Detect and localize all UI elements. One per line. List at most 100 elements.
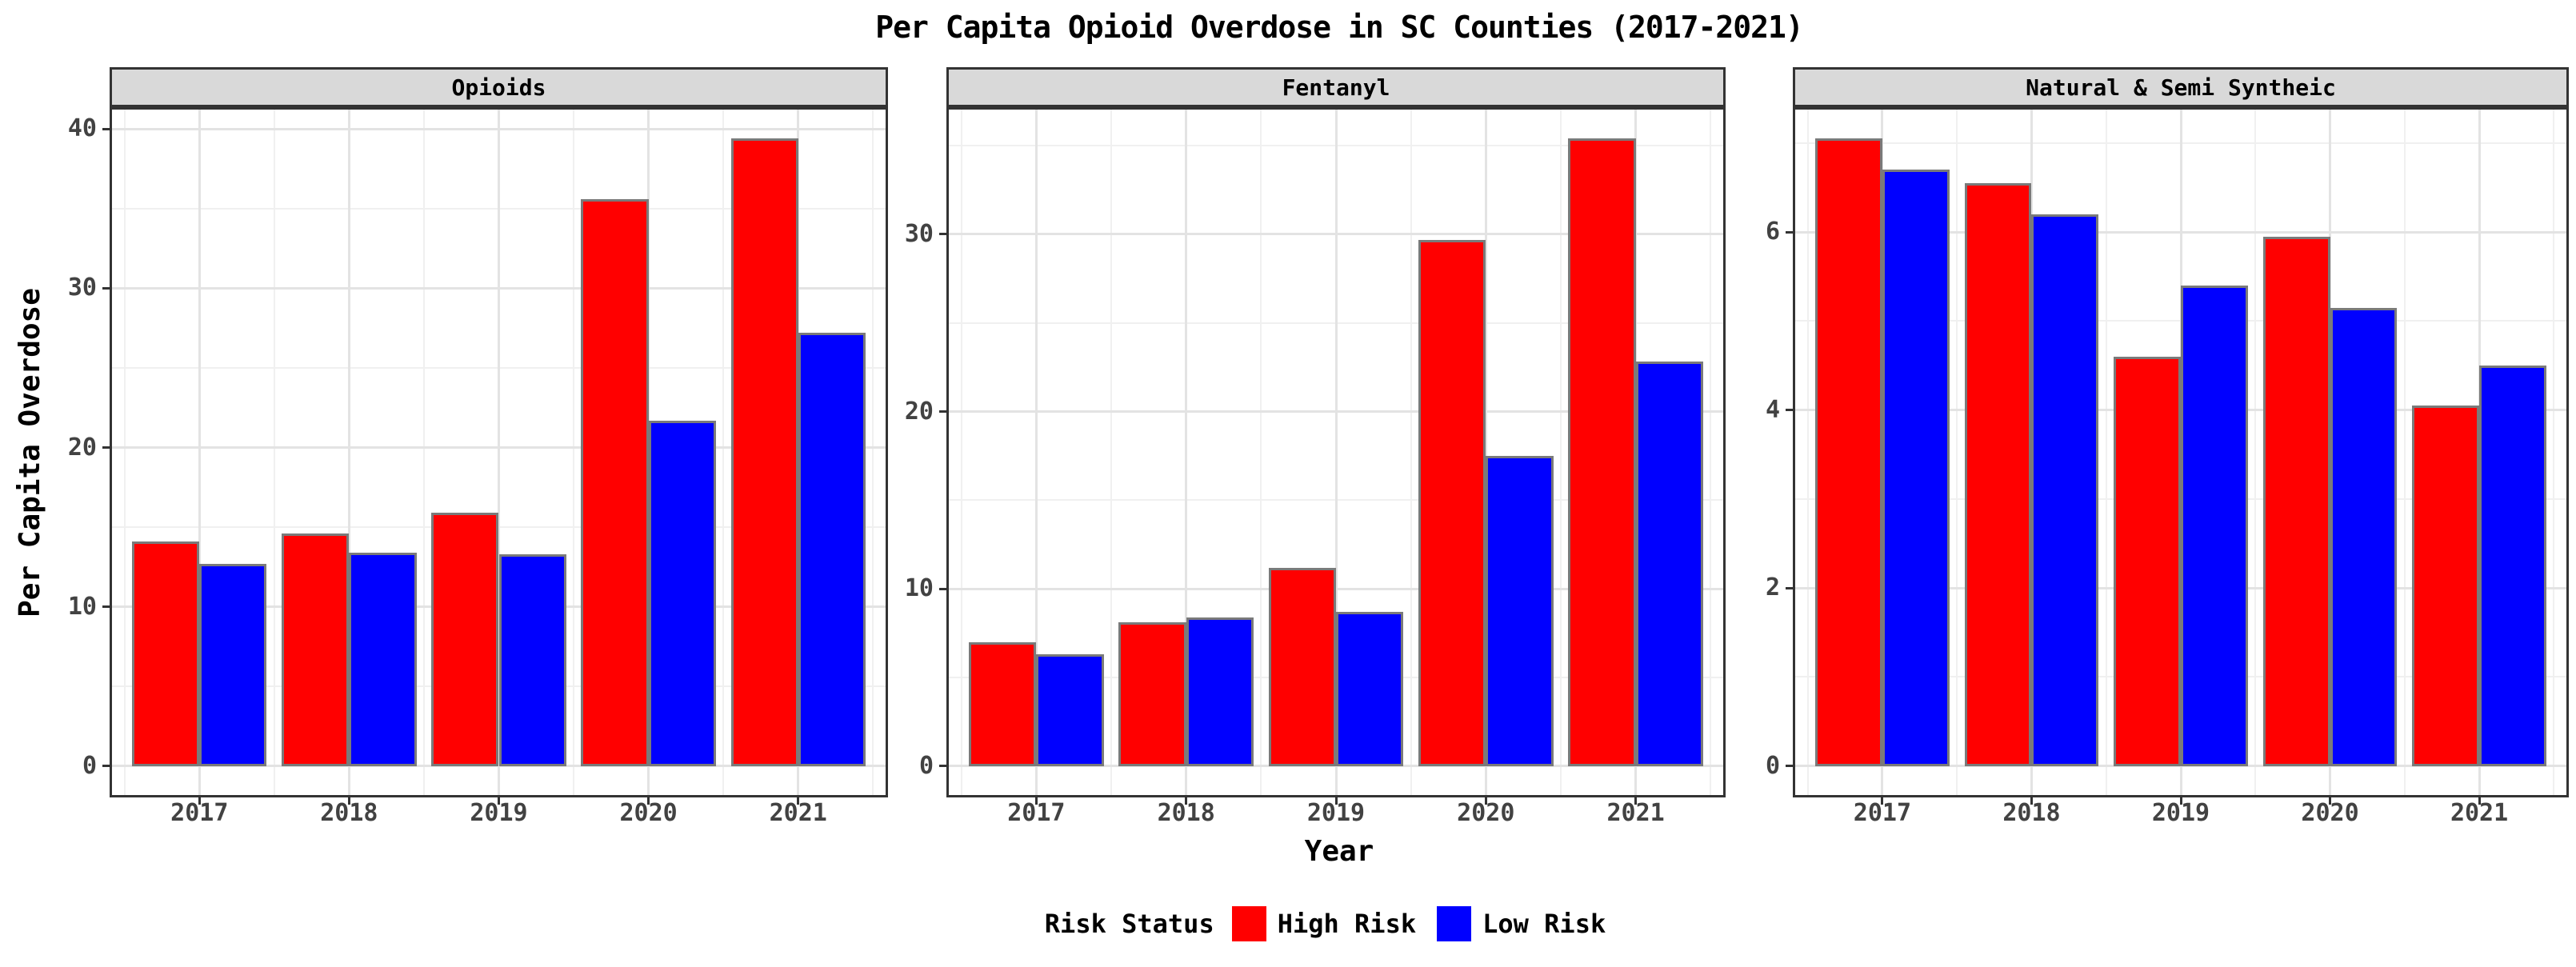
- bar-low-risk: [199, 563, 267, 766]
- bar-high-risk: [2262, 236, 2330, 766]
- gridline-minor-v: [2553, 110, 2555, 795]
- x-tick-label: 2019: [1306, 799, 1366, 827]
- legend-label-high-risk: High Risk: [1277, 909, 1417, 939]
- bar-low-risk: [1882, 170, 1950, 766]
- bar-high-risk: [1118, 622, 1186, 766]
- y-tick-mark: [102, 446, 110, 450]
- y-tick-label: 0: [918, 751, 934, 780]
- gridline-major-h: [949, 410, 1723, 414]
- y-tick-mark: [939, 233, 946, 236]
- x-tick-label: 2018: [320, 799, 378, 827]
- x-tick-label: 2017: [1007, 799, 1066, 827]
- bar-high-risk: [581, 198, 649, 766]
- bar-low-risk: [498, 553, 566, 766]
- facet-strip: Fentanyl: [946, 67, 1726, 107]
- gridline-minor-v: [1559, 110, 1562, 795]
- facet-strip: Natural & Semi Syntheic: [1793, 67, 2569, 107]
- x-tick-mark: [1034, 797, 1038, 805]
- bar-low-risk: [648, 420, 716, 766]
- bar-high-risk: [1814, 138, 1882, 766]
- gridline-minor-v: [2254, 110, 2257, 795]
- bar-high-risk: [431, 513, 499, 766]
- x-tick-label: 2021: [2450, 799, 2509, 827]
- y-tick-mark: [102, 605, 110, 609]
- bar-high-risk: [1268, 567, 1336, 766]
- facet-strip: Opioids: [110, 67, 888, 107]
- gridline-major-h: [112, 286, 886, 290]
- x-tick-label: 2019: [470, 799, 528, 827]
- y-tick-label: 40: [67, 114, 97, 143]
- bar-high-risk: [2114, 356, 2181, 766]
- gridline-minor-v: [872, 110, 874, 795]
- gridline-major-v: [1185, 110, 1188, 795]
- gridline-major-v: [1334, 110, 1338, 795]
- y-tick-mark: [939, 410, 946, 414]
- gridline-minor-v: [123, 110, 126, 795]
- y-tick-mark: [1786, 230, 1793, 234]
- bar-high-risk: [2412, 406, 2480, 766]
- chart-title: Per Capita Opioid Overdose in SC Countie…: [875, 10, 1804, 45]
- bar-low-risk: [2181, 285, 2248, 766]
- gridline-minor-v: [273, 110, 275, 795]
- x-tick-mark: [2179, 797, 2182, 805]
- bar-high-risk: [730, 138, 798, 766]
- x-tick-mark: [2030, 797, 2033, 805]
- x-tick-label: 2018: [2002, 799, 2061, 827]
- x-tick-mark: [1185, 797, 1188, 805]
- gridline-major-v: [1484, 110, 1487, 795]
- x-axis-title: Year: [1304, 835, 1374, 868]
- gridline-major-h: [112, 765, 886, 768]
- x-tick-mark: [647, 797, 650, 805]
- bar-low-risk: [2330, 307, 2398, 766]
- y-tick-mark: [939, 587, 946, 590]
- bar-high-risk: [1418, 239, 1486, 766]
- legend-key-low-risk: [1437, 906, 1472, 941]
- legend-title: Risk Status: [1044, 909, 1214, 939]
- bar-low-risk: [1036, 654, 1104, 766]
- x-tick-mark: [2329, 797, 2332, 805]
- gridline-minor-v: [1260, 110, 1262, 795]
- gridline-major-v: [347, 110, 350, 795]
- x-tick-label: 2017: [170, 799, 229, 827]
- x-tick-mark: [198, 797, 201, 805]
- bar-low-risk: [349, 552, 417, 766]
- x-tick-mark: [1334, 797, 1338, 805]
- x-tick-mark: [347, 797, 350, 805]
- x-tick-mark: [1634, 797, 1638, 805]
- bar-low-risk: [798, 333, 866, 766]
- y-tick-label: 6: [1765, 218, 1780, 246]
- gridline-minor-v: [2403, 110, 2406, 795]
- gridline-minor-v: [1806, 110, 1809, 795]
- y-tick-mark: [1786, 409, 1793, 412]
- gridline-minor-v: [2105, 110, 2107, 795]
- y-tick-mark: [939, 765, 946, 768]
- legend-key-high-risk: [1231, 906, 1266, 941]
- gridline-major-h: [1795, 765, 2566, 768]
- y-tick-label: 30: [67, 274, 97, 302]
- gridline-major-v: [1034, 110, 1038, 795]
- x-tick-label: 2020: [2301, 799, 2359, 827]
- gridline-minor-v: [1410, 110, 1412, 795]
- bar-high-risk: [969, 641, 1037, 766]
- gridline-minor-v: [1710, 110, 1712, 795]
- gridline-minor-v: [422, 110, 425, 795]
- gridline-minor-v: [1110, 110, 1113, 795]
- y-tick-mark: [1786, 586, 1793, 589]
- x-tick-label: 2017: [1853, 799, 1912, 827]
- x-tick-label: 2019: [2151, 799, 2210, 827]
- bar-low-risk: [1336, 611, 1404, 766]
- x-tick-mark: [1484, 797, 1487, 805]
- gridline-major-h: [949, 587, 1723, 590]
- y-axis-title: Per Capita Overdose: [14, 288, 46, 617]
- bar-low-risk: [2031, 214, 2099, 766]
- gridline-major-h: [949, 765, 1723, 768]
- bar-high-risk: [282, 533, 350, 766]
- gridline-minor-v: [722, 110, 725, 795]
- gridline-minor-v: [1956, 110, 1958, 795]
- x-tick-label: 2020: [1457, 799, 1515, 827]
- gridline-major-v: [198, 110, 201, 795]
- bar-low-risk: [1635, 362, 1703, 766]
- bar-low-risk: [1186, 617, 1254, 766]
- y-tick-label: 30: [904, 219, 934, 248]
